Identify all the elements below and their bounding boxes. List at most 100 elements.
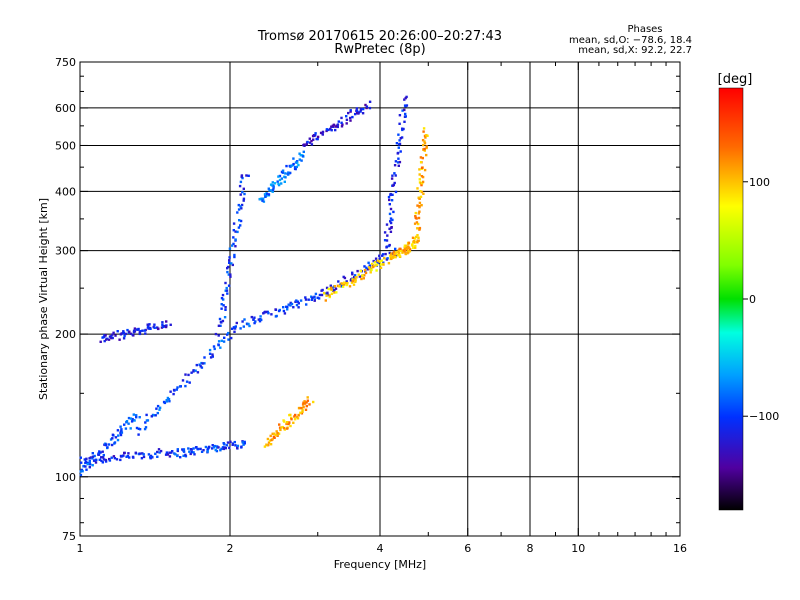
data-point bbox=[360, 107, 363, 111]
data-point bbox=[403, 248, 407, 251]
data-point bbox=[86, 462, 89, 466]
data-point bbox=[319, 131, 323, 135]
data-point bbox=[225, 289, 229, 292]
data-point bbox=[420, 175, 424, 178]
data-point bbox=[132, 456, 135, 459]
colorbar-label: [deg] bbox=[718, 72, 753, 87]
data-point bbox=[94, 461, 98, 464]
data-point bbox=[282, 306, 285, 309]
data-point bbox=[116, 438, 120, 442]
data-point bbox=[298, 152, 301, 155]
data-point bbox=[418, 173, 421, 176]
data-point bbox=[414, 246, 417, 249]
data-point bbox=[316, 296, 319, 299]
data-point bbox=[355, 107, 359, 110]
data-point bbox=[310, 139, 313, 143]
data-point bbox=[107, 338, 111, 341]
data-point bbox=[420, 190, 424, 194]
data-point bbox=[304, 296, 307, 299]
data-point bbox=[391, 218, 394, 222]
data-point bbox=[232, 242, 235, 246]
data-point bbox=[80, 461, 83, 464]
data-point bbox=[199, 447, 202, 451]
data-point bbox=[337, 280, 340, 283]
data-point bbox=[201, 362, 204, 365]
data-point bbox=[252, 318, 255, 321]
data-point bbox=[100, 459, 103, 462]
data-point bbox=[197, 447, 200, 451]
data-point bbox=[361, 274, 364, 277]
data-point bbox=[347, 111, 350, 115]
data-point bbox=[108, 457, 111, 461]
data-point bbox=[359, 110, 362, 113]
data-point bbox=[289, 424, 292, 428]
data-point bbox=[230, 336, 233, 340]
data-point bbox=[225, 286, 228, 290]
data-point bbox=[173, 389, 176, 392]
data-point bbox=[318, 293, 322, 297]
data-point bbox=[206, 447, 210, 450]
data-point bbox=[104, 458, 108, 462]
data-point bbox=[293, 418, 297, 421]
data-point bbox=[270, 184, 274, 187]
data-point bbox=[234, 325, 237, 328]
data-point bbox=[278, 174, 282, 178]
data-point bbox=[206, 448, 209, 452]
data-point bbox=[340, 125, 344, 128]
data-point bbox=[171, 450, 174, 453]
data-point bbox=[236, 211, 239, 214]
data-point bbox=[274, 315, 278, 318]
data-point bbox=[414, 215, 417, 218]
data-point bbox=[140, 457, 144, 460]
data-point bbox=[242, 443, 245, 446]
data-point bbox=[153, 323, 156, 326]
data-point bbox=[130, 420, 134, 423]
data-point bbox=[240, 207, 243, 210]
data-point bbox=[223, 446, 226, 449]
data-point bbox=[361, 112, 365, 115]
data-point bbox=[345, 280, 348, 283]
data-point bbox=[127, 422, 130, 425]
data-point bbox=[101, 450, 104, 453]
data-point bbox=[143, 329, 147, 332]
data-point bbox=[293, 167, 297, 170]
data-point bbox=[293, 166, 297, 169]
data-point bbox=[152, 414, 155, 417]
data-point bbox=[306, 399, 309, 402]
y-tick-label: 750 bbox=[55, 56, 76, 69]
data-point bbox=[287, 422, 290, 426]
data-point bbox=[418, 210, 421, 213]
data-point bbox=[286, 308, 289, 311]
data-point bbox=[390, 226, 393, 229]
data-point bbox=[184, 373, 187, 376]
data-point bbox=[308, 403, 311, 406]
data-point bbox=[328, 294, 331, 297]
data-point bbox=[267, 441, 271, 444]
data-point bbox=[388, 198, 391, 202]
data-point bbox=[297, 302, 300, 305]
data-point bbox=[132, 334, 135, 337]
data-point bbox=[239, 219, 243, 223]
data-point bbox=[349, 116, 352, 120]
data-point bbox=[220, 339, 223, 342]
data-point bbox=[274, 433, 277, 437]
data-point bbox=[314, 292, 318, 296]
data-point bbox=[422, 127, 426, 130]
data-point bbox=[179, 456, 182, 459]
data-point bbox=[389, 207, 393, 211]
data-point bbox=[289, 304, 292, 307]
data-point bbox=[236, 230, 239, 234]
data-point bbox=[213, 444, 217, 448]
data-point bbox=[176, 449, 179, 453]
data-point bbox=[125, 421, 128, 424]
data-point bbox=[219, 324, 222, 327]
colorbar-tick-label: 100 bbox=[749, 176, 770, 189]
data-point bbox=[304, 408, 308, 411]
data-point bbox=[287, 171, 290, 174]
data-point bbox=[379, 263, 383, 266]
y-tick-labels: 75 100 200 300 400 500 600 750 bbox=[55, 56, 76, 543]
data-point bbox=[418, 205, 421, 208]
data-point bbox=[121, 332, 124, 335]
data-point bbox=[363, 265, 366, 268]
data-point bbox=[351, 278, 354, 281]
